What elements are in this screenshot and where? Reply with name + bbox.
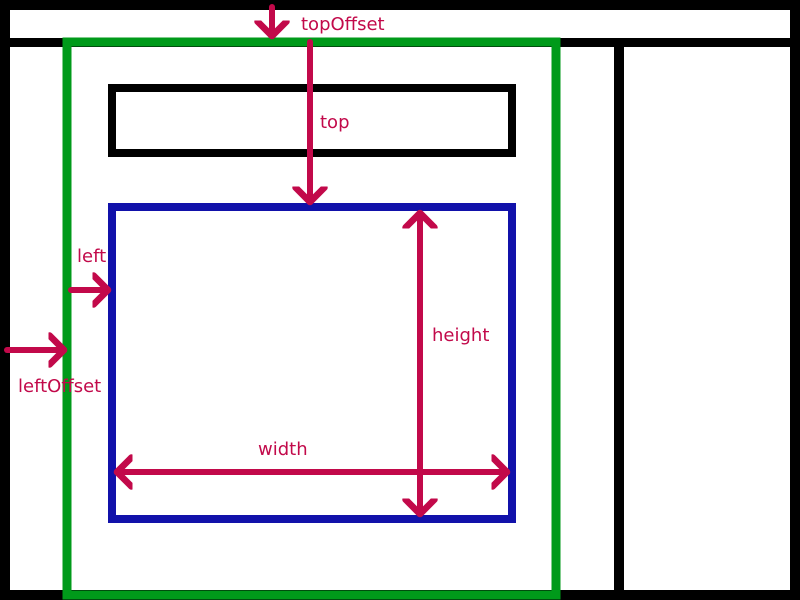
right-panel (624, 47, 790, 590)
left-offset-label: leftOffset (18, 376, 101, 397)
top-label: top (320, 112, 350, 133)
element-box (108, 203, 516, 523)
top-strip (10, 10, 790, 38)
left-label: left (77, 246, 106, 267)
height-label: height (432, 325, 489, 346)
width-label: width (258, 439, 308, 460)
top-offset-label: topOffset (301, 14, 385, 35)
